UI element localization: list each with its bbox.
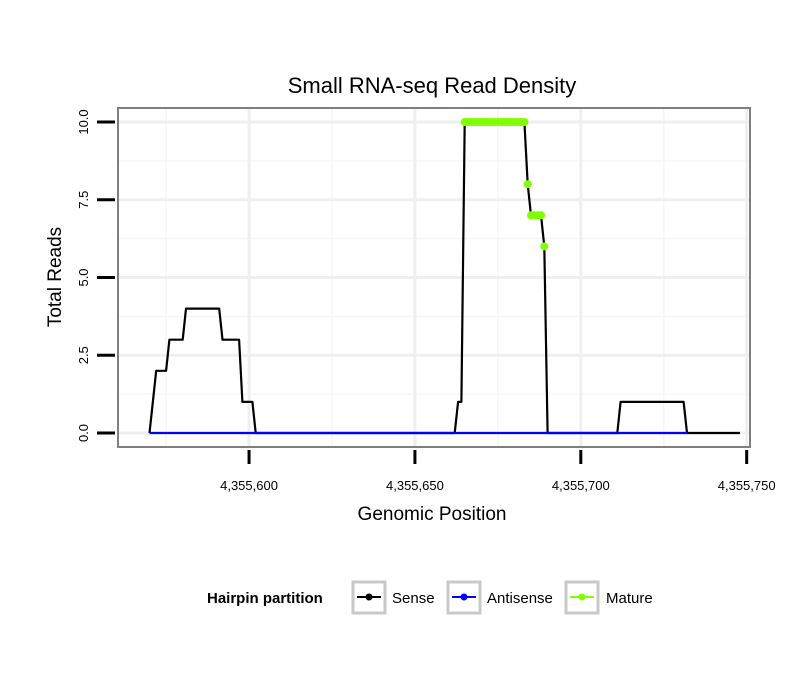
y-tick-label: 10.0 — [76, 109, 91, 134]
legend-dot-antisense — [460, 593, 468, 601]
x-tick-label: 4,355,700 — [552, 478, 610, 493]
legend-dot-mature — [578, 593, 586, 601]
series-layer — [148, 117, 740, 435]
y-tick-label: 0.0 — [76, 424, 91, 442]
legend-dot-sense — [365, 593, 373, 601]
y-tick-label: 2.5 — [76, 346, 91, 364]
chart-title: Small RNA-seq Read Density — [288, 73, 577, 98]
legend-label-mature: Mature — [606, 590, 653, 607]
y-tick-label: 5.0 — [76, 268, 91, 286]
legend-item-mature: Mature — [564, 580, 653, 615]
x-axis: 4,355,600 4,355,650 4,355,700 4,355,750 — [220, 450, 776, 493]
mature-point — [523, 180, 532, 189]
y-axis: 0.0 2.5 5.0 7.5 10.0 — [76, 109, 115, 442]
x-axis-title: Genomic Position — [358, 504, 507, 525]
x-tick-label: 4,355,650 — [386, 478, 444, 493]
legend-label-sense: Sense — [392, 590, 435, 607]
x-tick-label: 4,355,750 — [718, 478, 776, 493]
mature-point — [540, 242, 549, 251]
grid-lines — [118, 108, 750, 447]
legend-label-antisense: Antisense — [487, 590, 553, 607]
plot-border — [117, 107, 751, 448]
legend-title: Hairpin partition — [207, 590, 323, 607]
x-tick-label: 4,355,600 — [220, 478, 278, 493]
y-axis-title: Total Reads — [45, 227, 66, 327]
y-tick-label: 7.5 — [76, 191, 91, 209]
legend-item-antisense: Antisense — [446, 580, 553, 615]
legend: Hairpin partition Sense Antisense Mature — [207, 580, 653, 615]
mature-point — [536, 211, 545, 220]
mature-point — [520, 117, 529, 126]
legend-item-sense: Sense — [351, 580, 435, 615]
